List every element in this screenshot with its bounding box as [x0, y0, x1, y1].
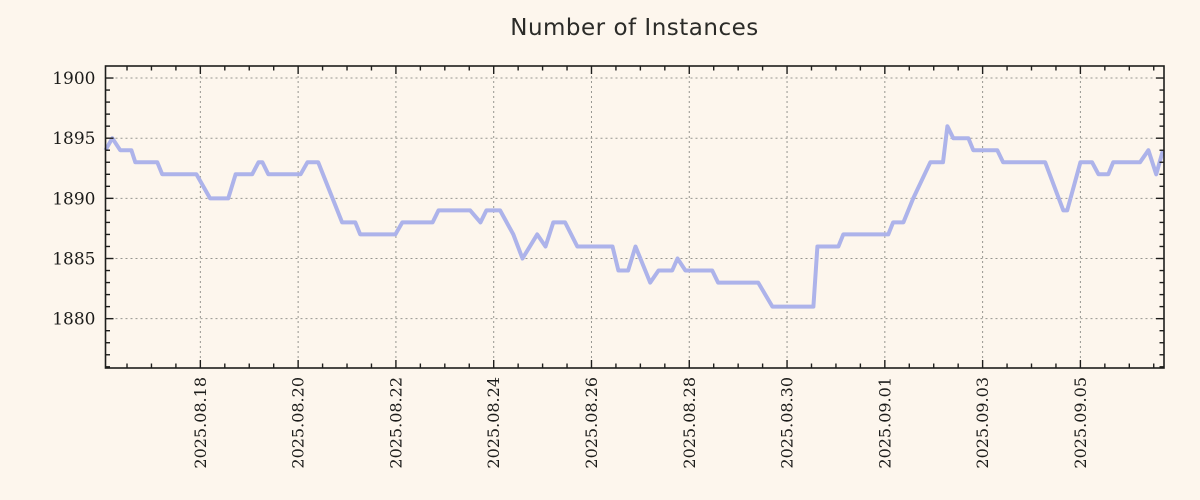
- axis-ticks: [105, 66, 1164, 368]
- x-tick-label: 2025.09.05: [1071, 377, 1090, 469]
- y-tick-label: 1885: [52, 250, 95, 270]
- chart-title: Number of Instances: [510, 15, 759, 41]
- y-tick-label: 1895: [52, 129, 95, 149]
- plot-frame: [104, 65, 1165, 369]
- x-tick-label: 2025.08.18: [191, 377, 210, 469]
- y-tick-label: 1900: [52, 69, 95, 89]
- x-tick-label: 2025.08.24: [484, 377, 503, 469]
- x-tick-label: 2025.08.28: [680, 377, 699, 469]
- y-tick-label: 1890: [52, 189, 95, 209]
- y-tick-label: 1880: [52, 310, 95, 330]
- gridlines: [105, 66, 1164, 368]
- x-tick-label: 2025.08.20: [289, 377, 308, 469]
- y-axis-labels: 1880 1885 1890 1895 1900: [52, 69, 95, 330]
- x-tick-label: 2025.09.01: [875, 377, 894, 469]
- x-tick-label: 2025.09.03: [973, 377, 992, 469]
- x-axis-labels: 2025.08.18 2025.08.20 2025.08.22 2025.08.24…: [191, 377, 1090, 469]
- x-tick-label: 2025.08.26: [582, 377, 601, 469]
- series-line-instances: [103, 124, 1165, 309]
- x-tick-label: 2025.08.30: [778, 377, 797, 469]
- x-tick-label: 2025.08.22: [386, 377, 405, 469]
